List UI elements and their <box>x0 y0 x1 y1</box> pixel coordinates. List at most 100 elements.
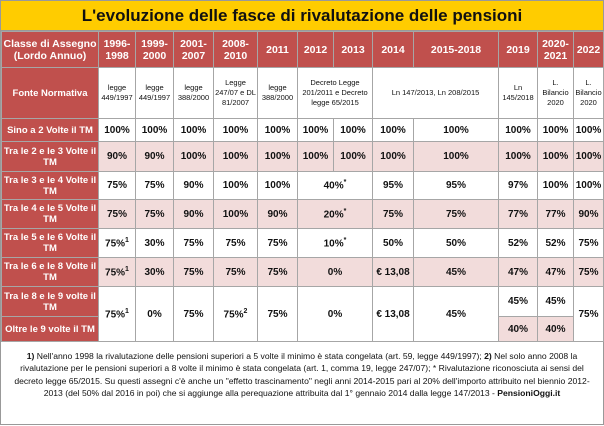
cell-text: 20% <box>323 209 344 221</box>
value-cell: 50% <box>413 228 499 258</box>
header-cell: 2001-2007 <box>173 31 214 68</box>
value-cell: 75% <box>135 171 174 200</box>
value-cell: 100% <box>213 199 258 229</box>
footnote: 1) Nell'anno 1998 la rivalutazione delle… <box>1 342 603 426</box>
value-cell: 75% <box>213 228 258 258</box>
note-text: Nell'anno 1998 la rivalutazione delle pe… <box>34 351 485 361</box>
value-cell: 75%1 <box>98 228 136 258</box>
value-cell: 10%* <box>297 228 373 258</box>
value-cell: 90% <box>573 199 604 229</box>
value-cell: 97% <box>498 171 538 200</box>
value-cell: 100% <box>213 118 258 142</box>
value-cell: 100% <box>537 171 574 200</box>
note-ref: 1 <box>125 265 129 273</box>
data-row: Oltre le 9 volte il TM 40% 40% <box>1 316 604 342</box>
value-cell: 30% <box>135 228 174 258</box>
value-cell: 100% <box>257 118 298 142</box>
value-cell: 45% <box>537 286 574 317</box>
value-cell: 100% <box>173 118 214 142</box>
value-cell: 75% <box>257 286 298 342</box>
value-cell: 52% <box>537 228 574 258</box>
source-cell: Legge 247/07 e DL 81/2007 <box>213 67 258 119</box>
source-cell: Decreto Legge 201/2011 e Decreto legge 6… <box>297 67 373 119</box>
cell-text: 75% <box>105 309 126 321</box>
value-cell: 75% <box>98 171 136 200</box>
header-cell: 2008-2010 <box>213 31 258 68</box>
cell-text: 10% <box>323 238 344 250</box>
value-cell: 0% <box>297 286 373 342</box>
header-row: Classe di Assegno (Lordo Annuo) 1996-1998… <box>1 31 604 68</box>
value-cell: 75% <box>413 199 499 229</box>
value-cell: 45% <box>413 257 499 287</box>
note-ref: * <box>343 207 347 215</box>
value-cell: 95% <box>372 171 414 200</box>
source-site: PensioniOggi.it <box>497 388 561 399</box>
value-cell: € 13,08 <box>372 257 414 287</box>
value-cell: € 13,08 <box>372 286 414 342</box>
value-cell: 75% <box>573 286 604 342</box>
row-label: Tra le 2 e le 3 Volte il TM <box>1 141 99 172</box>
value-cell: 100% <box>537 141 574 172</box>
value-cell: 75% <box>257 257 298 287</box>
header-cell: 1999-2000 <box>135 31 174 68</box>
value-cell: 90% <box>257 199 298 229</box>
header-cell: 2015-2018 <box>413 31 499 68</box>
value-cell: 45% <box>413 286 499 342</box>
value-cell: 100% <box>333 141 373 172</box>
value-cell: 100% <box>573 118 604 142</box>
value-cell: 45% <box>498 286 538 317</box>
data-row: Sino a 2 Volte il TM 100% 100% 100% 100% 100%… <box>1 118 604 142</box>
value-cell: 100% <box>413 141 499 172</box>
note-ref: * <box>343 179 347 187</box>
source-cell: legge 449/1997 <box>135 67 174 119</box>
value-cell: 75% <box>135 199 174 229</box>
note-marker: 1) <box>26 351 35 361</box>
row-label: Tra le 5 e le 6 Volte il TM <box>1 228 99 258</box>
note-ref: 1 <box>125 236 129 244</box>
value-cell: 47% <box>498 257 538 287</box>
value-cell: 100% <box>573 141 604 172</box>
note-text: Nel solo anno 2008 la rivalutazione per … <box>14 351 590 399</box>
row-label: Tra le 6 e le 8 Volte il TM <box>1 257 99 287</box>
value-cell: 20%* <box>297 199 373 229</box>
value-cell: 75% <box>173 228 214 258</box>
header-cell: 2020-2021 <box>537 31 574 68</box>
value-cell: 75% <box>573 257 604 287</box>
cell-text: 75% <box>105 267 126 279</box>
row-label: Tra le 4 e le 5 Volte il TM <box>1 199 99 229</box>
value-cell: 77% <box>537 199 574 229</box>
value-cell: 100% <box>173 141 214 172</box>
value-cell: 100% <box>135 118 174 142</box>
data-row: Tra le 5 e le 6 Volte il TM 75%1 30% 75% 75%… <box>1 228 604 258</box>
value-cell: 40%* <box>297 171 373 200</box>
value-cell: 100% <box>213 141 258 172</box>
row-label: Sino a 2 Volte il TM <box>1 118 99 142</box>
row-label: Oltre le 9 volte il TM <box>1 316 99 342</box>
value-cell: 52% <box>498 228 538 258</box>
value-cell: 100% <box>257 171 298 200</box>
value-cell: 100% <box>213 171 258 200</box>
note-ref: * <box>343 236 347 244</box>
header-cell: 2011 <box>257 31 298 68</box>
header-cell: 2022 <box>573 31 604 68</box>
value-cell: 90% <box>135 141 174 172</box>
cell-text: 40% <box>323 180 344 192</box>
data-row: Tra le 4 e le 5 Volte il TM 75% 75% 90% 100%… <box>1 199 604 229</box>
value-cell: 0% <box>135 286 174 342</box>
value-cell: 75% <box>173 286 214 342</box>
value-cell: 100% <box>573 171 604 200</box>
title: L'evoluzione delle fasce di rivalutazion… <box>1 1 603 31</box>
row-label: Tra le 8 e le 9 volte il TM <box>1 286 99 317</box>
note-marker: 2) <box>484 351 492 361</box>
source-cell: Ln 145/2018 <box>498 67 538 119</box>
value-cell: 40% <box>498 316 538 342</box>
table: Classe di Assegno (Lordo Annuo) 1996-1998… <box>1 31 604 342</box>
value-cell: 100% <box>333 118 373 142</box>
header-cell: 2013 <box>333 31 373 68</box>
value-cell: 30% <box>135 257 174 287</box>
source-cell: L. Bilancio 2020 <box>537 67 574 119</box>
value-cell: 40% <box>537 316 574 342</box>
header-cell: 2019 <box>498 31 538 68</box>
value-cell: 47% <box>537 257 574 287</box>
